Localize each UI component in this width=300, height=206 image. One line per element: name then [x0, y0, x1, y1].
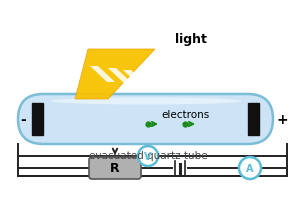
Polygon shape	[108, 69, 133, 85]
Text: V: V	[144, 151, 152, 161]
Text: evacuated quartz tube: evacuated quartz tube	[89, 150, 207, 160]
FancyBboxPatch shape	[32, 103, 43, 135]
Text: -: -	[20, 112, 26, 126]
Text: R: R	[110, 162, 120, 175]
Text: light: light	[175, 32, 207, 45]
Polygon shape	[75, 50, 155, 99]
Text: +: +	[276, 112, 288, 126]
FancyBboxPatch shape	[248, 103, 259, 135]
Text: electrons: electrons	[161, 109, 209, 119]
Text: A: A	[246, 163, 254, 173]
Circle shape	[239, 157, 261, 179]
FancyBboxPatch shape	[89, 157, 141, 179]
Circle shape	[138, 146, 158, 166]
FancyBboxPatch shape	[18, 95, 273, 144]
Polygon shape	[123, 71, 148, 87]
Ellipse shape	[50, 98, 241, 105]
Polygon shape	[90, 67, 115, 83]
